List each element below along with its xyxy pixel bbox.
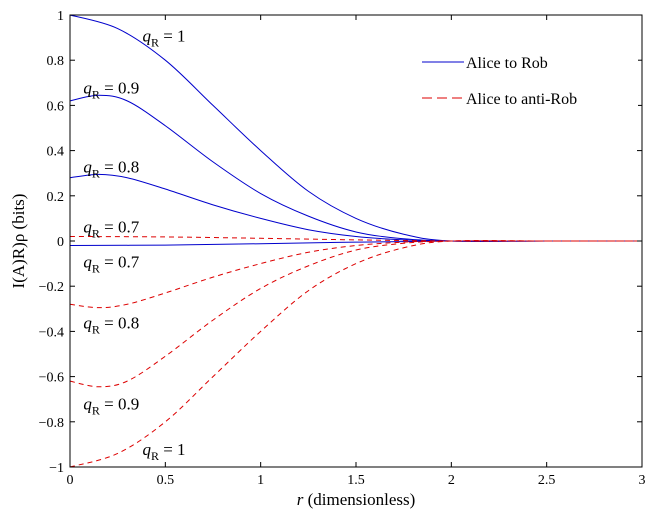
series-lines <box>69 14 642 468</box>
x-tick-label: 2.5 <box>538 473 556 488</box>
curve-annotation: qR = 0.9 <box>83 395 139 418</box>
x-tick-label: 3 <box>639 473 646 488</box>
y-tick-label: −0.6 <box>39 371 64 386</box>
curve-annotation: qR = 0.8 <box>83 157 139 180</box>
y-tick-label: 0.8 <box>47 54 65 69</box>
axis-ticks: 0 0.5 1 1.5 2 2.5 3 −1 −0.8 −0.6 −0.4 −0.2 0 0.2 0.4 0.… <box>39 9 646 488</box>
y-tick-label: 0.6 <box>47 99 65 114</box>
y-tick-label: −1 <box>49 461 64 476</box>
series-line-alice-to-rob-q-0-7 <box>69 240 642 247</box>
series-line-alice-to-anti-rob-q-0-9 <box>69 240 642 388</box>
legend-label-alice-to-anti-rob: Alice to anti-Rob <box>466 91 577 108</box>
x-axis-unit: (dimensionless) <box>303 490 415 509</box>
series-line-alice-to-rob-q-0-9 <box>69 94 642 242</box>
y-tick-label: −0.2 <box>39 280 64 295</box>
curve-annotation: qR = 0.7 <box>83 252 139 275</box>
y-tick-label: −0.4 <box>39 325 64 340</box>
legend-box <box>410 44 638 114</box>
legend-label-alice-to-rob: Alice to Rob <box>466 55 548 72</box>
curve-annotation: qR = 0.9 <box>83 78 139 101</box>
x-tick-label: 1 <box>257 473 264 488</box>
y-tick-label: 1 <box>57 9 64 24</box>
x-tick-label: 2 <box>448 473 455 488</box>
series-line-alice-to-rob-q-0-8 <box>69 173 642 242</box>
x-axis-label: r (dimensionless) <box>297 490 416 509</box>
curve-annotations: qR = 1qR = 0.9qR = 0.8qR = 0.7qR = 0.7qR… <box>83 26 185 463</box>
curve-annotation: qR = 1 <box>142 440 185 463</box>
y-tick-label: −0.8 <box>39 416 64 431</box>
curve-annotation: qR = 0.7 <box>83 217 139 240</box>
legend: Alice to Rob Alice to anti-Rob <box>410 44 638 114</box>
x-tick-label: 0.5 <box>157 473 175 488</box>
x-axis-variable: r <box>297 490 304 509</box>
series-line-alice-to-anti-rob-q-1 <box>69 240 642 468</box>
y-axis-label: I(A)R)ρ (bits) <box>9 194 28 289</box>
y-tick-label: 0 <box>57 235 64 250</box>
y-tick-label: 0.4 <box>47 145 65 160</box>
curve-annotation: qR = 0.8 <box>83 313 139 336</box>
x-tick-label: 1.5 <box>347 473 365 488</box>
series-line-alice-to-anti-rob-q-0-7 <box>69 235 642 242</box>
x-tick-label: 0 <box>67 473 74 488</box>
y-tick-label: 0.2 <box>47 190 65 205</box>
series-line-alice-to-anti-rob-q-0-8 <box>69 240 642 309</box>
curve-annotation: qR = 1 <box>142 26 185 49</box>
